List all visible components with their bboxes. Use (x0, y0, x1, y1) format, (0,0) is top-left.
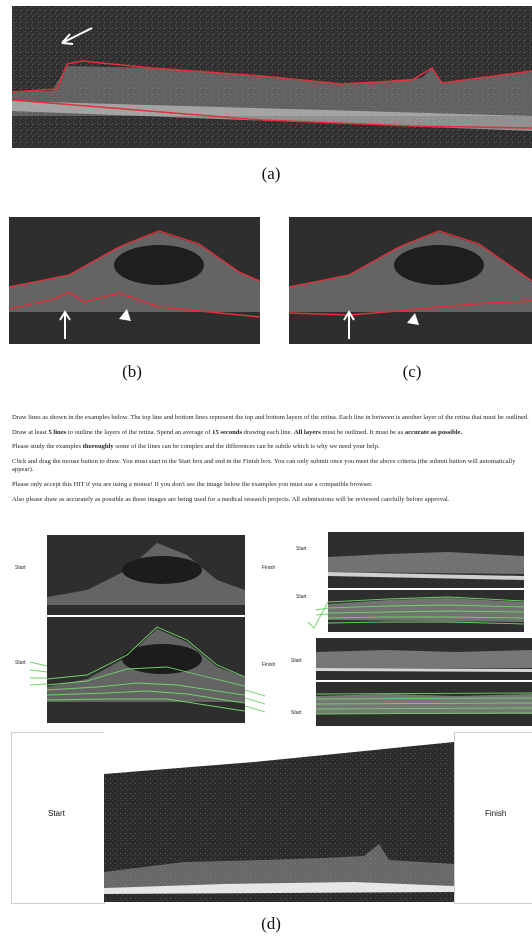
instruction-line-1: Draw lines as shown in the examples belo… (12, 414, 529, 421)
example-scan-1-annotated (47, 617, 245, 723)
arrowhead-icon (407, 313, 419, 325)
instruction-line-3: Please study the examples thoroughly som… (12, 443, 380, 451)
caption-a: (a) (261, 164, 281, 183)
start-box[interactable]: Start (11, 732, 105, 904)
caption-b: (b) (122, 362, 142, 381)
oct-scan-a (12, 6, 532, 148)
arrowhead-icon (119, 309, 131, 321)
example-start-label: Start (296, 546, 307, 552)
instruction-line-4: Click and drag the mouse button to draw.… (12, 457, 516, 474)
caption-d: (d) (261, 914, 281, 933)
caption-c: (c) (402, 362, 422, 381)
example-scan-3-top (316, 638, 532, 680)
oct-scan-c (289, 217, 532, 344)
checkmark-icon (306, 600, 330, 630)
example-start-label: Start (15, 660, 26, 666)
example-scan-3-annotated (316, 682, 532, 726)
segmentation-bottom-line (12, 99, 532, 129)
segmentation-top-line (9, 230, 260, 288)
instruction-line-2: Draw at least 5 lines to outline the lay… (12, 428, 463, 436)
instruction-line-5: Please only accept this HIT if you are u… (12, 480, 373, 488)
example-start-label: Start (15, 565, 26, 571)
finish-box-label: Finish (485, 809, 507, 818)
segmentation-bottom-line (289, 300, 532, 316)
example-scan-2-annotated (328, 590, 524, 632)
example-start-label: Start (291, 710, 302, 716)
segmentation-top-line (289, 230, 532, 288)
example-start-label: Start (296, 594, 307, 600)
oct-scan-b (9, 217, 260, 344)
start-box-label: Start (48, 809, 65, 818)
arrow-icon (59, 310, 71, 339)
instruction-line-6: Also please draw as accurately as possib… (12, 495, 450, 503)
instruction-text: Draw lines as shown in the examples belo… (12, 414, 532, 504)
finish-box[interactable]: Finish (454, 732, 532, 904)
example-scan-2-top (328, 532, 524, 588)
example-start-label: Start (291, 658, 302, 664)
segmentation-top-line (12, 60, 532, 93)
drawing-canvas-oct-scan[interactable] (104, 732, 454, 902)
segmentation-bottom-line (9, 291, 260, 318)
example-finish-label: Finish (262, 662, 276, 668)
arrow-icon (61, 27, 93, 45)
arrow-icon (343, 310, 355, 339)
example-scan-1-top (47, 535, 245, 615)
example-finish-label: Finish (262, 565, 276, 571)
